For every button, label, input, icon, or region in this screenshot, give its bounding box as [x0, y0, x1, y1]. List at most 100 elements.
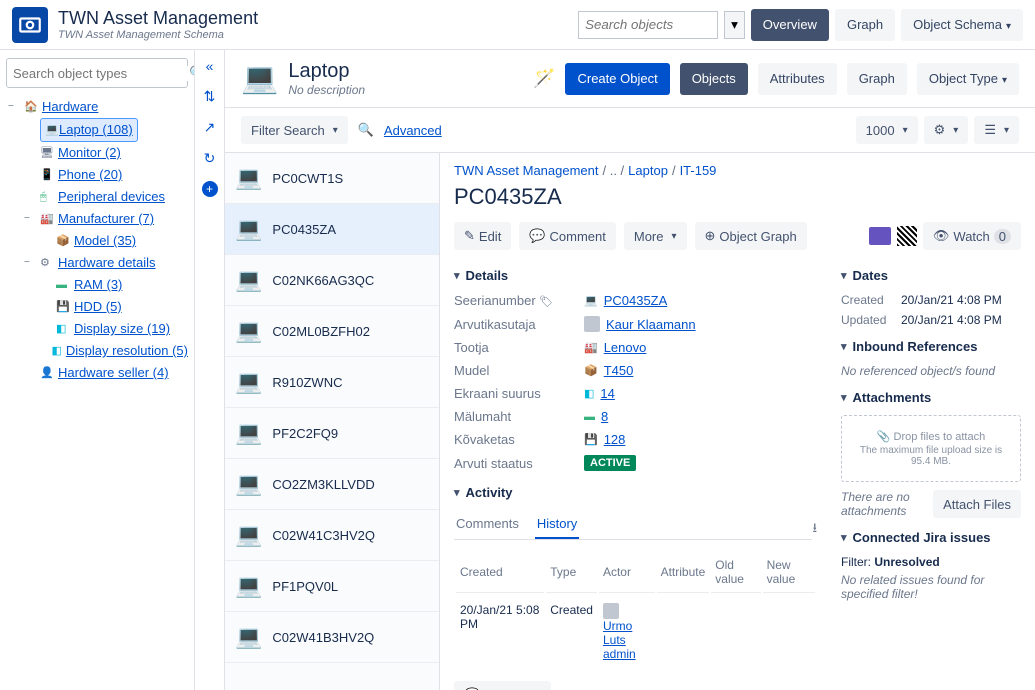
view-mode-button[interactable]: ☰	[974, 116, 1019, 144]
rail-expand-icon[interactable]: ↗	[204, 119, 216, 136]
jira-filter-value: Unresolved	[874, 555, 939, 569]
page-size-select[interactable]: 1000	[856, 116, 918, 144]
tree-node[interactable]: 🖱Peripheral devices	[6, 186, 188, 208]
add-comment-button[interactable]: 💬 Comment	[454, 681, 551, 690]
laptop-icon: 💻	[235, 216, 262, 242]
laptop-icon: 💻	[235, 624, 262, 650]
list-item[interactable]: 💻CO2ZM3KLLVDD	[225, 459, 439, 510]
search-types-input[interactable]	[13, 66, 189, 81]
tree-node[interactable]: 💻Laptop (108)	[6, 118, 188, 142]
top-bar: TWN Asset Management TWN Asset Managemen…	[0, 0, 1035, 50]
breadcrumb: TWN Asset Management/ .. /Laptop/IT-159	[454, 163, 1021, 178]
section-details[interactable]: ▾Details	[454, 268, 817, 283]
magic-icon[interactable]: 🪄	[533, 68, 555, 89]
tab-history[interactable]: History	[535, 510, 579, 539]
list-item[interactable]: 💻C02W41C3HV2Q	[225, 510, 439, 561]
download-icon[interactable]: ⭳	[812, 519, 817, 541]
laptop-icon: 💻	[235, 369, 262, 395]
section-attachments[interactable]: ▾Attachments	[841, 390, 1021, 405]
attach-empty: There are no attachments	[841, 490, 927, 518]
filter-search-icon[interactable]: 🔍	[358, 122, 374, 138]
created-label: Created	[841, 293, 901, 307]
laptop-icon: 💻	[241, 61, 278, 96]
rail-sort-icon[interactable]: ⇅	[204, 88, 216, 105]
objects-tab[interactable]: Objects	[680, 63, 748, 95]
print-icon[interactable]	[869, 227, 891, 245]
col-actor: Actor	[599, 552, 655, 593]
detail-row: Kõvaketas💾 128	[454, 432, 817, 447]
laptop-icon: 💻	[235, 267, 262, 293]
filter-search-button[interactable]: Filter Search	[241, 116, 348, 144]
crumb-key[interactable]: IT-159	[680, 163, 717, 178]
object-type-menu[interactable]: Object Type	[917, 63, 1019, 95]
create-object-button[interactable]: Create Object	[565, 63, 669, 95]
tree-node[interactable]: −🏭Manufacturer (7)	[6, 208, 188, 230]
list-item[interactable]: 💻PC0CWT1S	[225, 153, 439, 204]
tree-node[interactable]: 📦Model (35)	[6, 230, 188, 252]
app-title: TWN Asset Management	[58, 8, 258, 29]
crumb-root[interactable]: TWN Asset Management	[454, 163, 599, 178]
advanced-link[interactable]: Advanced	[384, 123, 442, 138]
tab-comments[interactable]: Comments	[454, 510, 521, 539]
laptop-icon: 💻	[235, 471, 262, 497]
history-row: 20/Jan/21 5:08 PMCreated UrmoLuts admin	[456, 595, 815, 669]
section-inbound[interactable]: ▾Inbound References	[841, 339, 1021, 354]
section-activity[interactable]: ▾Activity	[454, 485, 817, 500]
list-item[interactable]: 💻R910ZWNC	[225, 357, 439, 408]
rail-collapse-icon[interactable]: «	[206, 58, 214, 74]
object-list[interactable]: 💻PC0CWT1S💻PC0435ZA💻C02NK66AG3QC💻C02ML0BZ…	[225, 153, 440, 690]
watch-button[interactable]: 👁 Watch 0	[923, 222, 1021, 250]
rail-refresh-icon[interactable]: ↻	[204, 150, 216, 167]
laptop-icon: 💻	[235, 420, 262, 446]
edit-button[interactable]: ✎ Edit	[454, 222, 511, 250]
laptop-icon: 💻	[235, 165, 262, 191]
object-detail: TWN Asset Management/ .. /Laptop/IT-159 …	[440, 153, 1035, 690]
tree-node[interactable]: 🖥Monitor (2)	[6, 142, 188, 164]
nav-graph[interactable]: Graph	[835, 9, 895, 41]
list-item[interactable]: 💻C02ML0BZFH02	[225, 306, 439, 357]
qr-icon[interactable]	[897, 226, 917, 246]
nav-object-schema[interactable]: Object Schema	[901, 9, 1023, 41]
app-logo	[12, 7, 48, 43]
detail-row: Tootja🏭 Lenovo	[454, 340, 817, 355]
laptop-icon: 💻	[235, 573, 262, 599]
tree-node[interactable]: ◧Display size (19)	[6, 318, 188, 340]
detail-row: Mälumaht▬ 8	[454, 409, 817, 424]
gear-button[interactable]: ⚙	[924, 116, 969, 144]
app-subtitle: TWN Asset Management Schema	[58, 29, 258, 41]
list-item[interactable]: 💻PF1PQV0L	[225, 561, 439, 612]
tree-node[interactable]: ▬RAM (3)	[6, 274, 188, 296]
search-objects-input[interactable]	[578, 11, 718, 39]
section-jira[interactable]: ▾Connected Jira issues	[841, 530, 1021, 545]
dropzone[interactable]: 📎 Drop files to attach The maximum file …	[841, 415, 1021, 482]
jira-empty: No related issues found for specified fi…	[841, 573, 1021, 601]
tree-node[interactable]: −⚙Hardware details	[6, 252, 188, 274]
list-item[interactable]: 💻C02W41B3HV2Q	[225, 612, 439, 663]
gear-icon: ⚙	[934, 122, 946, 138]
list-item[interactable]: 💻PC0435ZA	[225, 204, 439, 255]
rail-add-icon[interactable]: +	[202, 181, 218, 197]
tree-node[interactable]: −🏠Hardware	[6, 96, 188, 118]
attributes-tab[interactable]: Attributes	[758, 63, 837, 95]
comment-button[interactable]: 💬 Comment	[519, 222, 616, 250]
search-objects-dropdown[interactable]: ▾	[724, 11, 745, 39]
tree-node[interactable]: 💾HDD (5)	[6, 296, 188, 318]
object-graph-button[interactable]: ⊕ Object Graph	[695, 222, 807, 250]
laptop-icon: 💻	[235, 522, 262, 548]
object-type-title: Laptop	[288, 60, 365, 83]
section-dates[interactable]: ▾Dates	[841, 268, 1021, 283]
detail-row: Ekraani suurus◧ 14	[454, 386, 817, 401]
attach-files-button[interactable]: Attach Files	[933, 490, 1021, 518]
graph-tab[interactable]: Graph	[847, 63, 907, 95]
tree-node[interactable]: 👤Hardware seller (4)	[6, 362, 188, 384]
updated-value: 20/Jan/21 4:08 PM	[901, 313, 1002, 327]
tree-node[interactable]: 📱Phone (20)	[6, 164, 188, 186]
more-button[interactable]: More	[624, 222, 687, 250]
list-item[interactable]: 💻PF2C2FQ9	[225, 408, 439, 459]
nav-overview[interactable]: Overview	[751, 9, 829, 41]
list-item[interactable]: 💻C02NK66AG3QC	[225, 255, 439, 306]
crumb-type[interactable]: Laptop	[628, 163, 668, 178]
tree-node[interactable]: ◧Display resolution (5)	[6, 340, 188, 362]
col-type: Type	[546, 552, 597, 593]
left-sidebar: 🔍 −🏠Hardware💻Laptop (108)🖥Monitor (2)📱Ph…	[0, 50, 195, 690]
